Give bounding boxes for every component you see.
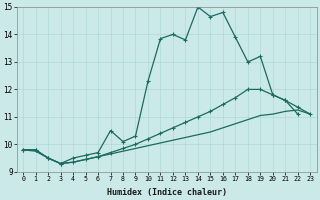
X-axis label: Humidex (Indice chaleur): Humidex (Indice chaleur): [107, 188, 227, 197]
